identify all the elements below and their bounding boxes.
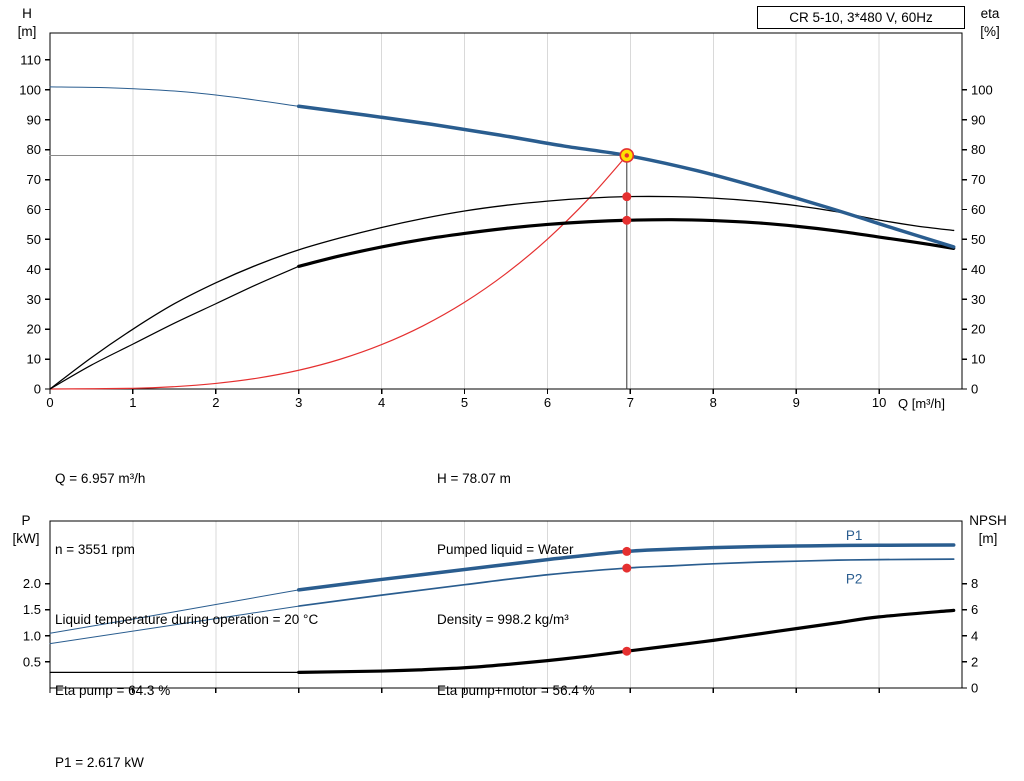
x-tick-label: 3 xyxy=(295,395,302,410)
detail-line: H = 78.07 m xyxy=(437,471,511,486)
p2-point xyxy=(622,563,632,573)
p2-curve-label: P2 xyxy=(846,572,863,587)
detail-line: Liquid temperature during operation = 20… xyxy=(55,612,319,627)
pump-title-box: CR 5-10, 3*480 V, 60Hz xyxy=(757,6,965,29)
duty-point-center xyxy=(624,153,629,158)
power-axis-label: P [kW] xyxy=(4,512,48,548)
eta-pump-point xyxy=(622,192,632,202)
y-right-tick-label: 80 xyxy=(971,142,985,157)
y-left-tick-label: 0 xyxy=(34,382,41,397)
y-right-tick-label: 6 xyxy=(971,602,978,617)
detail-line: Eta pump = 64.3 % xyxy=(55,682,171,698)
x-tick-label: 1 xyxy=(129,395,136,410)
plot-frame xyxy=(49,520,963,689)
system-curve xyxy=(49,154,628,390)
y-right-tick-label: 40 xyxy=(971,262,985,277)
y-left-tick-label: 90 xyxy=(27,112,41,127)
x-tick-label: 10 xyxy=(872,395,886,410)
details-left-column: Q = 6.957 m³/h n = 3551 rpm Liquid tempe… xyxy=(55,420,318,749)
y-right-tick-label: 30 xyxy=(971,292,985,307)
x-tick-label: 4 xyxy=(378,395,385,410)
y-left-tick-label: 0.5 xyxy=(23,654,41,669)
npsh-axis-unit: [m] xyxy=(978,531,998,546)
head-curve-thin xyxy=(49,86,300,107)
p1-curve xyxy=(296,543,956,592)
p1-curve-thin xyxy=(49,589,300,634)
eta-axis-unit: [%] xyxy=(980,24,1000,39)
detail-line: Q = 6.957 m³/h xyxy=(55,471,146,486)
y-left-tick-label: 1.0 xyxy=(23,628,41,643)
y-left-tick-label: 40 xyxy=(27,262,41,277)
y-left-tick-label: 1.5 xyxy=(23,602,41,617)
head-axis-unit: [m] xyxy=(17,24,37,39)
x-tick-label: 9 xyxy=(793,395,800,410)
detail-line: Eta pump+motor = 56.4 % xyxy=(437,682,595,698)
eta-axis-name: eta xyxy=(980,6,1000,21)
eta-pump-curve xyxy=(49,195,955,390)
eta-pump-motor-point xyxy=(622,215,632,225)
p2-curve-thin xyxy=(49,605,300,645)
detail-line: Density = 998.2 kg/m³ xyxy=(437,612,569,627)
y-left-tick-label: 30 xyxy=(27,292,41,307)
y-left-tick-label: 20 xyxy=(27,322,41,337)
y-left-tick-label: 80 xyxy=(27,142,41,157)
y-right-tick-label: 2 xyxy=(971,654,978,669)
power-axis-name: P xyxy=(21,513,31,528)
y-left-tick-label: 60 xyxy=(27,202,41,217)
head-axis-name: H xyxy=(22,6,32,21)
y-right-tick-label: 20 xyxy=(971,322,985,337)
y-left-tick-label: 100 xyxy=(19,82,41,97)
y-right-tick-label: 10 xyxy=(971,352,985,367)
npsh-point xyxy=(622,646,632,656)
detail-line: n = 3551 rpm xyxy=(55,541,135,557)
npsh-axis-name: NPSH xyxy=(969,513,1007,528)
flow-axis-label: Q [m³/h] xyxy=(898,396,945,411)
plot-frame xyxy=(49,32,963,390)
y-right-tick-label: 100 xyxy=(971,82,993,97)
y-left-tick-label: 110 xyxy=(20,52,41,67)
npsh-curve xyxy=(297,608,956,674)
x-tick-label: 5 xyxy=(461,395,468,410)
eta-axis-label: eta [%] xyxy=(964,5,1016,41)
p2-curve xyxy=(297,558,955,607)
y-left-tick-label: 50 xyxy=(27,232,41,247)
head-axis-label: H [m] xyxy=(6,5,48,41)
y-right-tick-label: 90 xyxy=(971,112,985,127)
y-left-tick-label: 70 xyxy=(27,172,41,187)
y-right-tick-label: 0 xyxy=(971,382,978,397)
detail-line: Pumped liquid = Water xyxy=(437,541,574,557)
y-left-tick-label: 2.0 xyxy=(23,576,41,591)
y-right-tick-label: 60 xyxy=(971,202,985,217)
npsh-axis-label: NPSH [m] xyxy=(956,512,1020,548)
eta-pump-motor-curve-thin xyxy=(49,265,300,390)
x-tick-label: 7 xyxy=(627,395,634,410)
x-tick-label: 2 xyxy=(212,395,219,410)
x-tick-label: 6 xyxy=(544,395,551,410)
x-tick-label: 8 xyxy=(710,395,717,410)
y-right-tick-label: 0 xyxy=(971,681,978,696)
head-efficiency-chart: 0102030405060708090100110010203040506070… xyxy=(19,32,993,410)
p1-point xyxy=(622,546,632,556)
details-bottom-column: P1 = 2.617 kW P2 = 2.298 kW NPSH = 2.82 … xyxy=(55,704,149,781)
y-right-tick-label: 8 xyxy=(971,576,978,591)
head-curve xyxy=(296,104,956,249)
details-right-column: H = 78.07 m Pumped liquid = Water Densit… xyxy=(437,420,595,749)
y-left-tick-label: 10 xyxy=(27,352,41,367)
eta-pump-motor-curve xyxy=(297,218,956,268)
power-axis-unit: [kW] xyxy=(12,531,40,546)
y-right-tick-label: 50 xyxy=(971,232,985,247)
detail-line: P1 = 2.617 kW xyxy=(55,755,144,770)
y-right-tick-label: 4 xyxy=(971,628,978,643)
y-right-tick-label: 70 xyxy=(971,172,985,187)
p1-curve-label: P1 xyxy=(846,528,863,543)
power-npsh-chart: 0.5 1.0 1.5 2.0 0 2 4 6 8 P1 P2 xyxy=(23,520,978,696)
x-tick-label: 0 xyxy=(46,395,53,410)
